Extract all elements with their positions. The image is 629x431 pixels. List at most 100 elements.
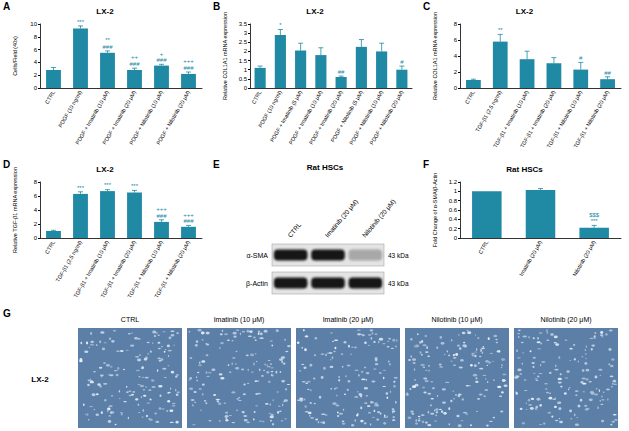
svg-text:Fold Change of α-SMA/β-Actin: Fold Change of α-SMA/β-Actin xyxy=(432,173,438,248)
svg-text:TGF-β1 + Imatinib (20 μM): TGF-β1 + Imatinib (20 μM) xyxy=(518,89,557,149)
svg-text:###: ### xyxy=(183,218,194,224)
svg-text:LX-2: LX-2 xyxy=(516,7,534,16)
svg-text:###: ### xyxy=(156,57,167,63)
svg-text:10: 10 xyxy=(30,21,37,27)
svg-text:Rat HSCs: Rat HSCs xyxy=(307,163,344,172)
svg-text:0.2: 0.2 xyxy=(449,226,458,232)
svg-text:0.8: 0.8 xyxy=(449,198,458,204)
svg-text:Rat HSCs: Rat HSCs xyxy=(506,165,543,174)
svg-text:TGF-β1 (2.5 ng/ml): TGF-β1 (2.5 ng/ml) xyxy=(55,239,84,283)
svg-text:###: ### xyxy=(156,213,167,219)
svg-text:Imatinib (10 μM): Imatinib (10 μM) xyxy=(214,316,265,324)
svg-text:PDGF + Nilotinib (10 μM): PDGF + Nilotinib (10 μM) xyxy=(348,89,384,145)
svg-text:PDGF + Nilotinib (20 μM): PDGF + Nilotinib (20 μM) xyxy=(369,89,405,145)
svg-text:###: ### xyxy=(129,61,140,67)
svg-text:+++: +++ xyxy=(183,58,194,64)
svg-text:CTRL: CTRL xyxy=(121,316,139,323)
svg-text:Relative TGF-β1 mRNA expressio: Relative TGF-β1 mRNA expression xyxy=(12,167,18,253)
svg-text:Imatinib (20 μM): Imatinib (20 μM) xyxy=(323,198,359,239)
svg-text:2: 2 xyxy=(454,69,458,75)
svg-text:1.2: 1.2 xyxy=(449,179,458,185)
svg-text:TGF-β1 (2.5 ng/ml): TGF-β1 (2.5 ng/ml) xyxy=(474,89,503,133)
svg-text:8: 8 xyxy=(34,179,38,185)
svg-text:α-SMA: α-SMA xyxy=(246,252,268,259)
svg-text:PDGF (10 ng/ml): PDGF (10 ng/ml) xyxy=(57,89,83,128)
svg-text:++: ++ xyxy=(131,54,139,60)
svg-text:TGF-β1 + Nilotinib (10 μM): TGF-β1 + Nilotinib (10 μM) xyxy=(545,89,584,149)
svg-text:LX-2: LX-2 xyxy=(96,7,114,16)
svg-text:CTRL: CTRL xyxy=(464,89,476,104)
svg-text:PDGF + Imatinib (20 μM): PDGF + Imatinib (20 μM) xyxy=(308,89,344,145)
svg-text:43 kDa: 43 kDa xyxy=(388,252,409,259)
svg-text:CTRL: CTRL xyxy=(477,239,489,254)
svg-text:1.5: 1.5 xyxy=(239,58,248,64)
svg-text:+++: +++ xyxy=(156,206,167,212)
svg-text:*: * xyxy=(279,22,282,28)
svg-text:2: 2 xyxy=(244,48,248,54)
svg-text:1: 1 xyxy=(244,67,248,73)
svg-text:8: 8 xyxy=(34,34,38,40)
svg-text:###: ### xyxy=(183,65,194,71)
svg-text:***: *** xyxy=(77,185,85,191)
svg-text:6: 6 xyxy=(34,47,38,53)
svg-text:Nilotinib (20 μM): Nilotinib (20 μM) xyxy=(361,198,398,239)
svg-text:CTRL: CTRL xyxy=(44,89,56,104)
svg-text:4: 4 xyxy=(34,207,38,213)
svg-text:0: 0 xyxy=(454,235,458,241)
svg-text:0.6: 0.6 xyxy=(449,207,458,213)
svg-text:**: ** xyxy=(105,37,110,43)
svg-text:***: *** xyxy=(591,218,599,224)
svg-text:0: 0 xyxy=(454,85,458,91)
svg-text:##: ## xyxy=(604,70,611,76)
svg-text:Nilotinib (20 μM): Nilotinib (20 μM) xyxy=(572,239,597,277)
svg-text:Nilotinib (10 μM): Nilotinib (10 μM) xyxy=(431,316,482,324)
svg-text:TGF-β1 + Nilotinib (20 μM): TGF-β1 + Nilotinib (20 μM) xyxy=(153,239,191,299)
svg-text:***: *** xyxy=(104,182,112,188)
svg-text:2: 2 xyxy=(34,221,38,227)
svg-text:TGF-β1 + Imatinib (20 μM): TGF-β1 + Imatinib (20 μM) xyxy=(99,239,138,299)
svg-text:Cells/Field (40x): Cells/Field (40x) xyxy=(12,36,18,76)
svg-text:##: ## xyxy=(338,69,345,75)
svg-text:2: 2 xyxy=(34,72,38,78)
svg-text:0.4: 0.4 xyxy=(449,216,458,222)
svg-text:LX-2: LX-2 xyxy=(96,165,114,174)
svg-text:6: 6 xyxy=(454,37,458,43)
svg-text:CTRL: CTRL xyxy=(44,239,56,254)
svg-text:+++: +++ xyxy=(183,212,194,218)
svg-text:LX-2: LX-2 xyxy=(306,7,324,16)
svg-text:43 kDa: 43 kDa xyxy=(388,280,409,287)
svg-text:***: *** xyxy=(131,183,139,189)
svg-text:3.5: 3.5 xyxy=(239,21,248,27)
svg-text:0: 0 xyxy=(244,85,248,91)
svg-text:TGF-β1 + Nilotinib (20 μM): TGF-β1 + Nilotinib (20 μM) xyxy=(572,89,610,149)
svg-text:***: *** xyxy=(77,19,85,25)
svg-text:3: 3 xyxy=(244,30,248,36)
svg-text:**: ** xyxy=(498,27,503,33)
svg-text:0: 0 xyxy=(34,85,38,91)
svg-text:Nilotinib (20 μM): Nilotinib (20 μM) xyxy=(540,316,591,324)
svg-text:0.5: 0.5 xyxy=(239,76,248,82)
svg-text:8: 8 xyxy=(454,21,458,27)
svg-text:4: 4 xyxy=(454,53,458,59)
svg-text:TGF-β1 + Imatinib (10 μM): TGF-β1 + Imatinib (10 μM) xyxy=(72,239,111,299)
svg-text:###: ### xyxy=(102,44,113,50)
svg-text:$$$: $$$ xyxy=(589,212,600,218)
svg-text:Relative COL1A1 mRNA expressio: Relative COL1A1 mRNA expression xyxy=(432,12,438,100)
svg-text:2.5: 2.5 xyxy=(239,39,248,45)
svg-text:4: 4 xyxy=(34,59,38,65)
svg-text:PDGF + Imatinib (10 μM): PDGF + Imatinib (10 μM) xyxy=(288,89,324,145)
svg-text:β-Actin: β-Actin xyxy=(246,280,268,288)
svg-text:CTRL: CTRL xyxy=(250,89,262,104)
svg-text:Relative COL1A1 mRNA expressio: Relative COL1A1 mRNA expression xyxy=(222,12,228,100)
svg-text:0: 0 xyxy=(34,235,38,241)
svg-text:Imatinib (20 μM): Imatinib (20 μM) xyxy=(518,239,543,277)
svg-text:1: 1 xyxy=(454,188,458,194)
svg-text:#: # xyxy=(400,59,404,65)
svg-text:PDGF + Nilotinib (20 μM): PDGF + Nilotinib (20 μM) xyxy=(155,89,191,145)
svg-text:6: 6 xyxy=(34,193,38,199)
svg-text:LX-2: LX-2 xyxy=(31,375,49,384)
svg-text:+: + xyxy=(160,51,164,57)
svg-text:#: # xyxy=(579,55,583,61)
svg-text:CTRL: CTRL xyxy=(286,221,303,239)
svg-text:Imatinib (20 μM): Imatinib (20 μM) xyxy=(323,316,374,324)
